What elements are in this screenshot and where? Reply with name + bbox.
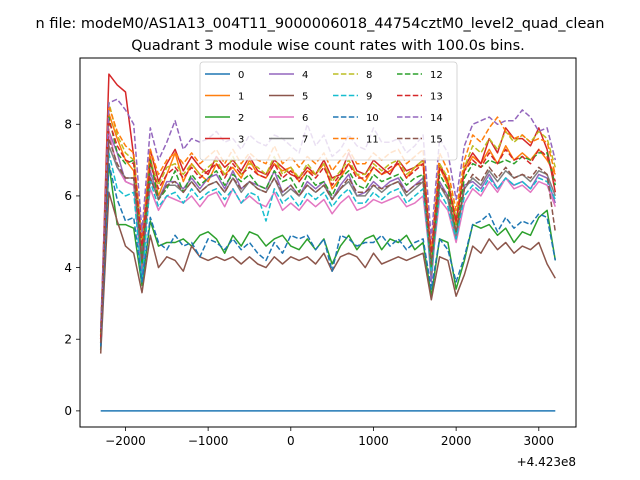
series-line-11: [99, 105, 557, 336]
x-tick-label: 3000: [524, 434, 555, 448]
legend-label-4: 4: [302, 70, 308, 81]
legend-label-14: 14: [430, 113, 443, 124]
legend-label-7: 7: [302, 134, 308, 145]
chart-suptitle: n file: modeM0/AS1A13_004T11_9000006018_…: [36, 16, 605, 32]
y-tick-label: 8: [64, 118, 72, 132]
series-line-4: [99, 130, 557, 343]
x-tick-label: −1000: [188, 434, 229, 448]
legend-label-10: 10: [366, 113, 379, 124]
series-line-8: [99, 102, 557, 336]
series-line-6: [99, 130, 557, 340]
legend-label-11: 11: [366, 134, 379, 145]
y-tick-label: 2: [64, 333, 72, 347]
series-line-14: [99, 98, 557, 329]
series-line-5: [99, 191, 556, 354]
legend-label-1: 1: [238, 91, 244, 102]
legend-label-3: 3: [238, 134, 244, 145]
y-tick-label: 6: [64, 189, 72, 203]
plot-area: [99, 73, 557, 412]
x-tick-label: 1000: [358, 434, 389, 448]
x-tick-label: −2000: [105, 434, 146, 448]
legend-label-12: 12: [430, 70, 443, 81]
axes-frame: [79, 57, 577, 428]
legend-label-15: 15: [430, 134, 443, 145]
series-line-10: [99, 162, 557, 347]
legend-label-0: 0: [238, 70, 244, 81]
chart-title: Quadrant 3 module wise count rates with …: [131, 38, 525, 54]
legend-label-9: 9: [366, 91, 372, 102]
x-offset-label: +4.423e8: [517, 455, 576, 469]
y-tick-label: 0: [64, 404, 72, 418]
series-line-15: [99, 137, 557, 343]
legend-label-13: 13: [430, 91, 443, 102]
legend-label-8: 8: [366, 70, 372, 81]
series-line-13: [99, 119, 557, 340]
legend-label-6: 6: [302, 113, 308, 124]
series-line-3: [99, 73, 557, 336]
legend-label-5: 5: [302, 91, 308, 102]
y-tick-label: 4: [64, 261, 72, 275]
series-line-9: [99, 152, 556, 343]
legend-frame: [199, 61, 458, 161]
x-tick-label: 0: [287, 434, 295, 448]
legend-label-2: 2: [238, 113, 244, 124]
x-tick-label: 2000: [441, 434, 472, 448]
y-axis: 0 2 4 6 8: [64, 118, 80, 418]
x-axis: −2000 −1000 0 1000 2000 3000: [105, 427, 554, 448]
series-line-2: [99, 162, 557, 351]
